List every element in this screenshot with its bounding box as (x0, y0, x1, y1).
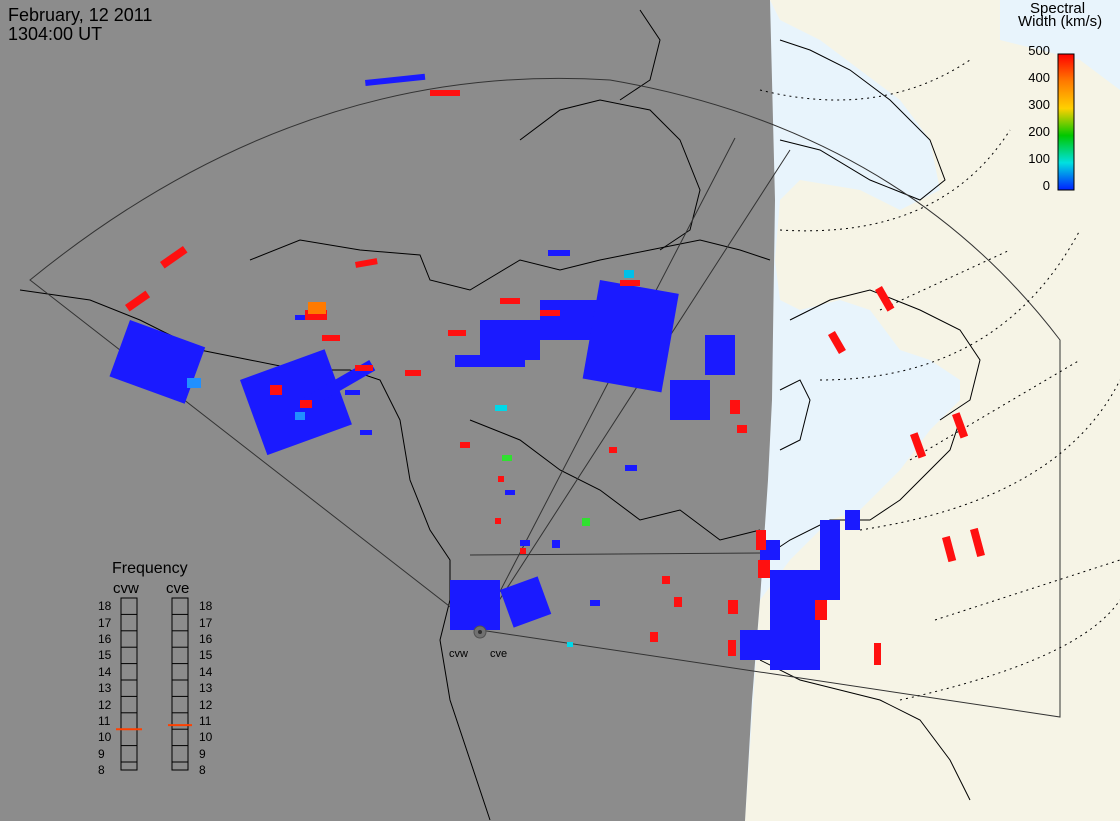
colorbar (1057, 53, 1075, 191)
frequency-level-right: 12 (199, 697, 213, 712)
frequency-level-right: 14 (199, 664, 213, 679)
colorbar-tick: 200 (1028, 124, 1050, 139)
frequency-level-left: 9 (98, 746, 105, 761)
frequency-level-right: 16 (199, 632, 213, 646)
frequency-level-right: 13 (199, 681, 213, 696)
frequency-cvw-label: cvw (113, 580, 139, 597)
frequency-level-left: 14 (98, 664, 112, 679)
frequency-level-left: 11 (98, 714, 111, 728)
radar-label-cve: cve (490, 648, 508, 660)
colorbar-title-line2: Width (km/s) (1018, 13, 1103, 30)
frequency-level-right: 18 (199, 599, 213, 614)
frequency-level-right: 11 (199, 714, 212, 728)
map-time: 1304:00 UT (8, 24, 103, 44)
frequency-level-left: 12 (98, 697, 112, 712)
radar-site-dot (478, 630, 482, 634)
frequency-level-left: 15 (98, 648, 112, 663)
frequency-title: Frequency (112, 560, 188, 577)
frequency-level-right: 10 (199, 730, 213, 745)
colorbar-tick: 400 (1028, 70, 1050, 85)
day-land (745, 0, 1120, 821)
colorbar-tick: 300 (1028, 97, 1050, 112)
frequency-cve-label: cve (166, 580, 190, 597)
frequency-level-left: 18 (98, 599, 112, 614)
frequency-level-right: 9 (199, 746, 206, 761)
frequency-level-right: 8 (199, 763, 206, 778)
scatter-echoes (109, 73, 985, 670)
colorbar-tick: 0 (1042, 178, 1050, 193)
frequency-level-left: 10 (98, 730, 112, 745)
frequency-level-left: 16 (98, 632, 112, 646)
frequency-level-right: 15 (199, 648, 213, 663)
radar-label-cvw: cvw (449, 648, 468, 660)
colorbar-title-line1: Spectral (1030, 0, 1086, 17)
colorbar-tick: 500 (1028, 43, 1050, 58)
night-shading (0, 0, 775, 821)
frequency-level-left: 17 (98, 615, 112, 630)
map-date: February, 12 2011 (8, 5, 153, 25)
frequency-level-left: 8 (98, 763, 105, 778)
frequency-level-left: 13 (98, 681, 112, 696)
colorbar-tick: 100 (1028, 151, 1050, 166)
geo-grid (759, 59, 1120, 701)
frequency-level-right: 17 (199, 615, 213, 630)
